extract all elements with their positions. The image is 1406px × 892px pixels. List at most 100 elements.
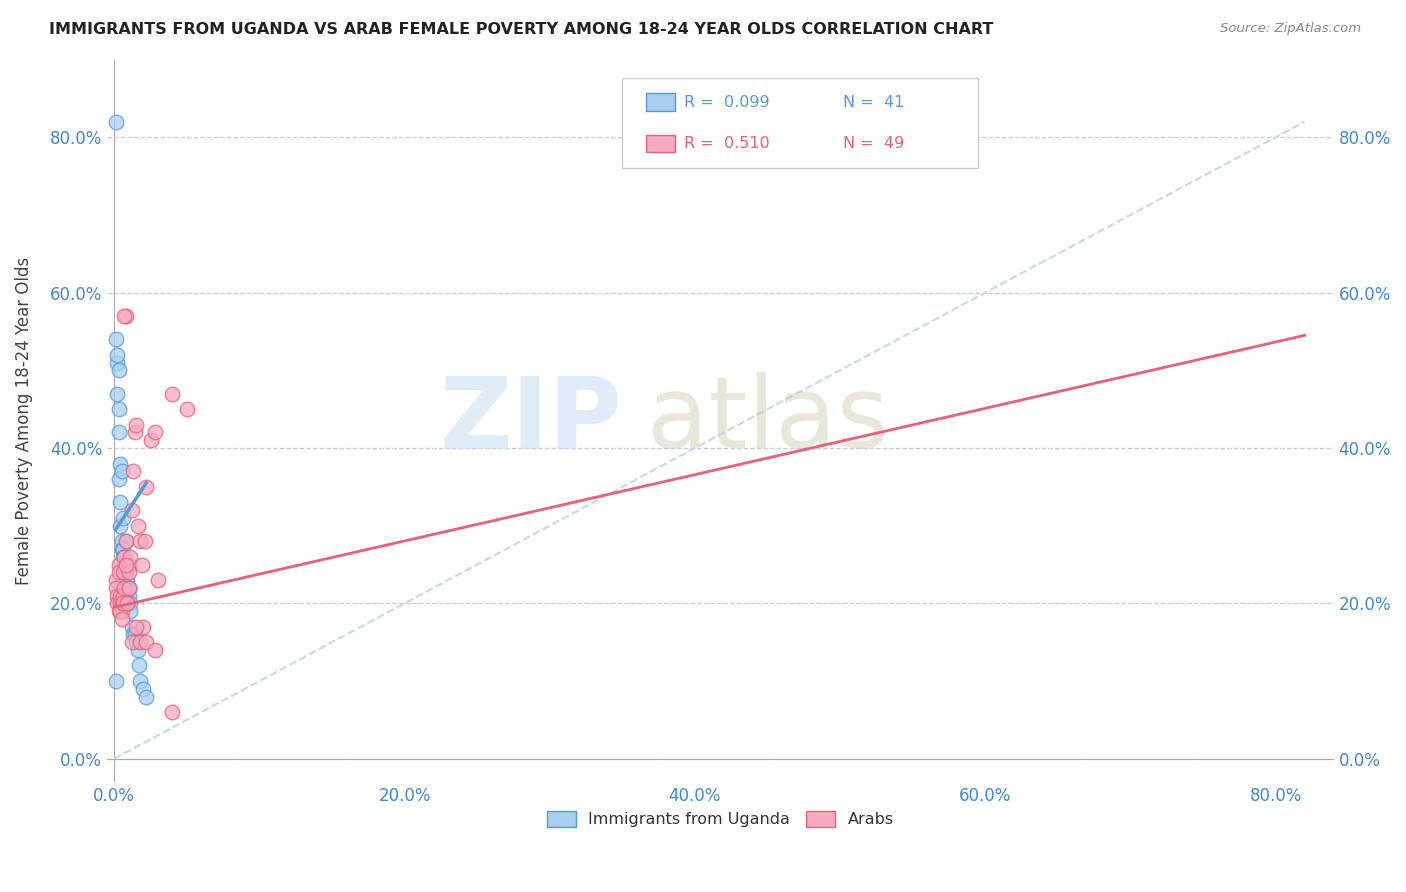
Point — [107, 425, 129, 440]
Point — [134, 534, 156, 549]
Point — [108, 604, 131, 618]
Point — [122, 627, 145, 641]
Point — [135, 635, 157, 649]
Point — [114, 309, 136, 323]
Point — [128, 658, 150, 673]
Point — [105, 348, 128, 362]
Text: N =  49: N = 49 — [844, 136, 904, 151]
Point — [124, 627, 146, 641]
Point — [115, 566, 138, 580]
Point — [125, 620, 148, 634]
Point — [114, 549, 136, 564]
Point — [121, 503, 143, 517]
Point — [117, 596, 139, 610]
Point — [120, 604, 142, 618]
Point — [118, 581, 141, 595]
Point — [146, 573, 169, 587]
Point — [139, 434, 162, 448]
Point — [135, 690, 157, 704]
Point — [114, 558, 136, 572]
Point — [120, 596, 142, 610]
Point — [129, 635, 152, 649]
Point — [110, 596, 132, 610]
Point — [125, 635, 148, 649]
FancyBboxPatch shape — [623, 78, 979, 168]
Point — [117, 596, 139, 610]
Point — [104, 573, 127, 587]
Text: N =  41: N = 41 — [844, 95, 904, 110]
Point — [108, 518, 131, 533]
Point — [111, 511, 134, 525]
Point — [115, 309, 138, 323]
Point — [107, 566, 129, 580]
Text: IMMIGRANTS FROM UGANDA VS ARAB FEMALE POVERTY AMONG 18-24 YEAR OLDS CORRELATION : IMMIGRANTS FROM UGANDA VS ARAB FEMALE PO… — [49, 22, 994, 37]
Point — [143, 425, 166, 440]
Point — [162, 705, 184, 719]
Point — [111, 566, 134, 580]
Point — [115, 534, 138, 549]
Point — [120, 549, 142, 564]
Point — [108, 495, 131, 509]
Point — [132, 620, 155, 634]
Point — [125, 417, 148, 432]
FancyBboxPatch shape — [645, 135, 675, 153]
Point — [111, 589, 134, 603]
Point — [104, 332, 127, 346]
Point — [105, 589, 128, 603]
Point — [107, 402, 129, 417]
Point — [114, 581, 136, 595]
Point — [118, 581, 141, 595]
Point — [132, 681, 155, 696]
Point — [118, 581, 141, 595]
Point — [176, 402, 198, 417]
Point — [115, 573, 138, 587]
Point — [131, 558, 153, 572]
Point — [118, 558, 141, 572]
Point — [107, 363, 129, 377]
Point — [162, 386, 184, 401]
Y-axis label: Female Poverty Among 18-24 Year Olds: Female Poverty Among 18-24 Year Olds — [15, 257, 32, 585]
Point — [115, 558, 138, 572]
Point — [121, 635, 143, 649]
Point — [110, 604, 132, 618]
Text: R =  0.099: R = 0.099 — [683, 95, 769, 110]
Point — [110, 612, 132, 626]
Point — [121, 620, 143, 634]
Point — [124, 425, 146, 440]
Point — [104, 673, 127, 688]
Point — [108, 457, 131, 471]
Point — [108, 596, 131, 610]
Point — [122, 464, 145, 478]
Point — [118, 566, 141, 580]
Point — [105, 596, 128, 610]
Text: atlas: atlas — [647, 372, 889, 469]
Point — [107, 604, 129, 618]
Point — [143, 643, 166, 657]
Point — [118, 589, 141, 603]
Point — [111, 549, 134, 564]
Point — [105, 355, 128, 369]
Point — [110, 534, 132, 549]
Point — [127, 518, 149, 533]
Point — [105, 386, 128, 401]
Point — [117, 573, 139, 587]
Point — [107, 472, 129, 486]
Point — [108, 589, 131, 603]
Point — [129, 673, 152, 688]
Point — [117, 581, 139, 595]
Point — [110, 464, 132, 478]
Point — [110, 541, 132, 556]
Point — [111, 541, 134, 556]
Text: Source: ZipAtlas.com: Source: ZipAtlas.com — [1220, 22, 1361, 36]
Point — [115, 534, 138, 549]
Point — [135, 480, 157, 494]
Text: ZIP: ZIP — [439, 372, 623, 469]
Text: R =  0.510: R = 0.510 — [683, 136, 769, 151]
Point — [111, 596, 134, 610]
Point — [114, 558, 136, 572]
Point — [104, 581, 127, 595]
Point — [129, 534, 152, 549]
FancyBboxPatch shape — [645, 94, 675, 111]
Point — [104, 114, 127, 128]
Point — [107, 558, 129, 572]
